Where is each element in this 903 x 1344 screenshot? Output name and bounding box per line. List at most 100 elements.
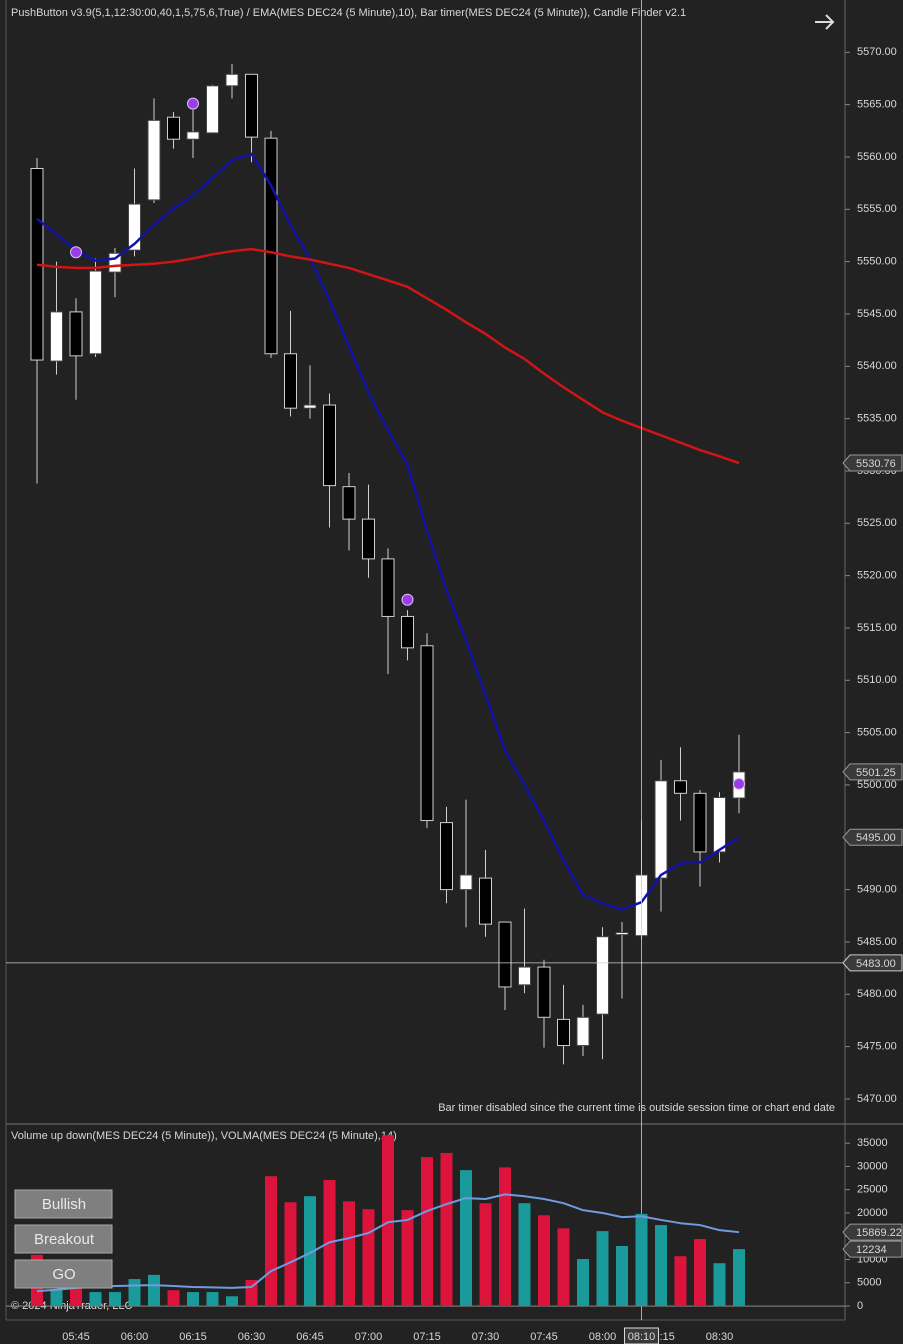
y-tick-label: 5505.00 [857, 727, 897, 739]
candle-body [206, 85, 219, 134]
header: PushButton v3.9(5,1,12:30:00,40,1,5,75,6… [11, 7, 686, 19]
volume-bar [343, 1201, 355, 1307]
candle-body [576, 1016, 590, 1047]
button[interactable]: Bullish [14, 1189, 113, 1219]
candle-body [596, 936, 609, 1015]
candle-body [557, 1018, 570, 1047]
y-tick-label: 25000 [857, 1184, 888, 1196]
volume-bar [265, 1176, 277, 1307]
axis-marker-box [842, 954, 903, 972]
button-bg [14, 1189, 113, 1219]
axis-marker-label: 5530.76 [856, 458, 896, 470]
x-tick-label: 08:00 [589, 1331, 617, 1343]
volume-bar [284, 1202, 297, 1307]
candle-body [284, 353, 297, 409]
button-label: GO [52, 1266, 75, 1283]
candle-body [147, 119, 161, 201]
candle-body [264, 137, 278, 355]
crosshair-y-label: 5483.00 [856, 958, 896, 970]
candle-body [362, 518, 375, 560]
volume-bar [479, 1203, 492, 1307]
candle-body [186, 131, 200, 140]
volume-bar [616, 1246, 628, 1307]
volume-bar [577, 1259, 589, 1307]
volume-title: Volume up down(MES DEC24 (5 Minute)), VO… [11, 1130, 397, 1142]
x-tick-label: 07:45 [530, 1331, 558, 1343]
volume-bar [206, 1292, 219, 1307]
candle-body [537, 966, 551, 1018]
volume-bar [655, 1225, 667, 1307]
candle-body [479, 877, 492, 925]
candle-body [69, 311, 83, 357]
y-tick-label: 5000 [857, 1277, 881, 1289]
y-tick-label: 5470.00 [857, 1093, 897, 1105]
volume-bar [713, 1263, 726, 1307]
candle-body [498, 921, 512, 988]
candle-body [420, 645, 434, 822]
signal-dot [733, 777, 745, 790]
y-tick-label: 5520.00 [857, 570, 897, 582]
volume-bar [518, 1203, 531, 1307]
volume-bar [109, 1292, 121, 1307]
axis-marker-label: 15869.22 [856, 1227, 902, 1239]
y-tick-label: 5500.00 [857, 779, 897, 791]
volume-bar [89, 1292, 102, 1307]
x-tick-label: 06:15 [179, 1331, 207, 1343]
volma-line [36, 1193, 740, 1293]
candle-body [713, 797, 726, 853]
button[interactable]: GO [14, 1259, 113, 1289]
button-label: Bullish [42, 1196, 86, 1213]
candle-body [440, 822, 453, 891]
signal-dot [401, 593, 414, 606]
x-tick-label: 05:45 [62, 1331, 90, 1343]
y-tick-label: 5535.00 [857, 413, 897, 425]
volume-bar [538, 1215, 550, 1307]
x-tick-label: 07:30 [472, 1331, 500, 1343]
volume-bar [128, 1279, 141, 1307]
volume-bar [226, 1296, 238, 1307]
signal-dot [187, 97, 199, 110]
volume-bar [382, 1135, 394, 1307]
y-tick-label: 35000 [857, 1137, 888, 1149]
ema-line [36, 152, 740, 911]
candle-body [89, 270, 102, 355]
arrow-icon[interactable] [815, 14, 835, 30]
signal-dot [70, 246, 82, 259]
candle-body [674, 780, 687, 794]
candle-body [342, 486, 356, 520]
y-tick-label: 5490.00 [857, 884, 897, 896]
volume-bar [460, 1170, 472, 1307]
candle-body [167, 116, 180, 140]
y-tick-label: 5555.00 [857, 203, 897, 215]
axis-marker-label: 5495.00 [856, 832, 896, 844]
volume-bar [362, 1209, 375, 1307]
volume-bar [50, 1289, 63, 1307]
axis-marker-box [842, 828, 903, 846]
x-tick-label: 07:15 [413, 1331, 441, 1343]
y-tick-label: 5525.00 [857, 517, 897, 529]
button[interactable]: Breakout [14, 1224, 113, 1254]
notice: Bar timer disabled since the current tim… [438, 1102, 835, 1114]
volume-bar [733, 1249, 745, 1307]
crosshair-x-box [624, 1327, 659, 1344]
arrow-path [815, 14, 835, 30]
volume-bar [440, 1152, 453, 1307]
x-tick-label: 06:00 [121, 1331, 149, 1343]
volume-bar [635, 1213, 648, 1307]
y-tick-label: 5565.00 [857, 99, 897, 111]
x-tick-label: 06:30 [238, 1331, 266, 1343]
axis-marker-box [842, 763, 903, 781]
volume-bar [70, 1285, 82, 1307]
y-tick-label: 0 [857, 1300, 863, 1312]
y-tick-label: 5550.00 [857, 256, 897, 268]
candle-body [50, 311, 63, 362]
x-tick-label: 06:45 [296, 1331, 324, 1343]
button-bg [14, 1224, 113, 1254]
volume-bar [304, 1196, 316, 1307]
plot-layer: 5470.00 5475.00 5480.00 5485.00 5490.00 5495.… [6, 0, 903, 1344]
y-tick-label: 5540.00 [857, 360, 897, 372]
y-tick-label: 5515.00 [857, 622, 897, 634]
y-tick-label: 5485.00 [857, 936, 897, 948]
